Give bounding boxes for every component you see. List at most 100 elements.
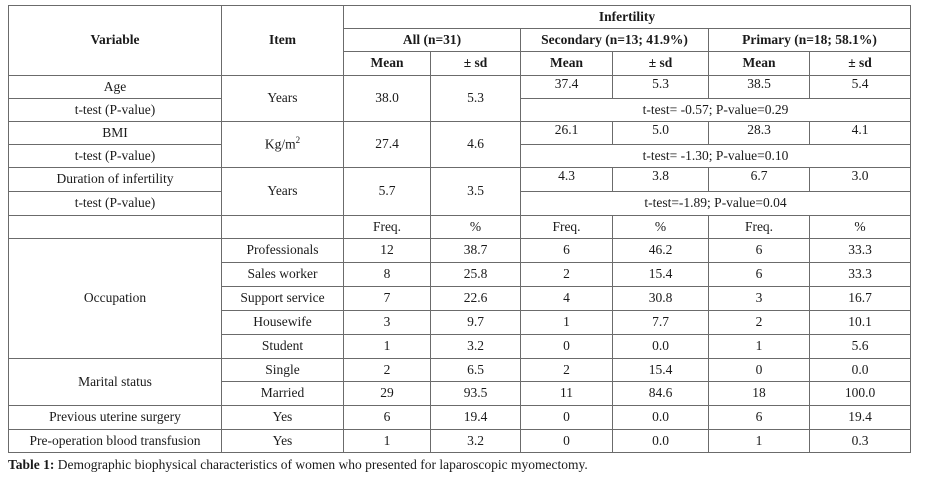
cell-value: 1: [708, 334, 810, 359]
cell-value: 16.7: [809, 286, 911, 311]
cell-value: 19.4: [809, 405, 911, 430]
header-pct: %: [430, 215, 521, 239]
cell-value: 15.4: [612, 358, 709, 382]
row-label: Previous uterine surgery: [8, 405, 222, 430]
cell-value: 22.6: [430, 286, 521, 311]
cell-value: 38.7: [430, 238, 521, 263]
cell-value: 0.0: [809, 358, 911, 382]
caption-label: Table 1:: [8, 457, 55, 472]
cell-value: 25.8: [430, 262, 521, 287]
cell-value: 2: [708, 310, 810, 335]
row-item: Yes: [221, 405, 344, 430]
cell-value: 3.5: [430, 167, 521, 216]
cell-value: 4.3: [520, 167, 613, 192]
cell-value: 5.0: [612, 121, 709, 145]
header-sd: ± sd: [430, 51, 521, 76]
cell-value: 0: [708, 358, 810, 382]
cell-value: 84.6: [612, 381, 709, 406]
cell-value: 30.8: [612, 286, 709, 311]
header-variable: Variable: [8, 5, 222, 76]
cell-value: 6.5: [430, 358, 521, 382]
row-item: Married: [221, 381, 344, 406]
cell-value: 0: [520, 334, 613, 359]
unit-base: Kg/m: [264, 136, 296, 152]
cell-value: 7: [343, 286, 431, 311]
cell-value: 6.7: [708, 167, 810, 192]
cell-value: 3.2: [430, 429, 521, 453]
cell-value: 7.7: [612, 310, 709, 335]
cell-value: 5.3: [430, 75, 521, 122]
cell-value: 11: [520, 381, 613, 406]
table-row: Duration of infertility Years 5.7 3.5 4.…: [8, 167, 911, 216]
header-pct: %: [612, 215, 709, 239]
table-container: Variable Item Infertility All (n=31) Sec…: [8, 5, 911, 453]
cell-value: 3: [708, 286, 810, 311]
table-row: Occupation Professionals 12 38.7 6 46.2 …: [8, 238, 911, 359]
freq-header-row: Freq. % Freq. % Freq. %: [8, 215, 911, 239]
cell-value: 15.4: [612, 262, 709, 287]
cell-value: 2: [343, 358, 431, 382]
row-item: Sales worker: [221, 262, 344, 287]
cell-value: 2: [520, 358, 613, 382]
cell-value: 4.1: [809, 121, 911, 145]
table-caption: Table 1: Demographic biophysical charact…: [8, 457, 588, 473]
header-item: Item: [221, 5, 344, 76]
cell-value: 5.3: [612, 75, 709, 99]
row-item: Years: [221, 75, 344, 122]
caption-text: Demographic biophysical characteristics …: [54, 457, 588, 472]
cell-value: 33.3: [809, 262, 911, 287]
row-label: Duration of infertility: [8, 167, 222, 192]
header-primary: Primary (n=18; 58.1%): [708, 28, 911, 52]
cell-value: 19.4: [430, 405, 521, 430]
cell-value: 0.3: [809, 429, 911, 453]
table-row: Pre-operation blood transfusion Yes 1 3.…: [8, 429, 911, 453]
cell-value: 0.0: [612, 334, 709, 359]
row-item: Professionals: [221, 238, 344, 263]
row-item: Single: [221, 358, 344, 382]
table-row: t-test (P-value) t-test= -0.57; P-value=…: [8, 98, 911, 122]
header-row-3: Mean ± sd Mean ± sd Mean ± sd: [9, 51, 911, 76]
table-row: BMI Kg/m2 27.4 4.6 26.1 5.0 28.3 4.1: [8, 121, 911, 168]
cell-value: 1: [343, 429, 431, 453]
cell-value: 3.8: [612, 167, 709, 192]
cell-value: 1: [708, 429, 810, 453]
cell-value: 6: [708, 262, 810, 287]
cell-value: 93.5: [430, 381, 521, 406]
header-mean: Mean: [520, 51, 613, 76]
ttest-label: t-test (P-value): [8, 144, 222, 168]
cell-value: 5.7: [343, 167, 431, 216]
header-pct: %: [809, 215, 911, 239]
cell-value: 4.6: [430, 121, 521, 168]
row-item: Student: [221, 334, 344, 359]
row-item: Kg/m2: [221, 121, 344, 168]
cell-value: 0.0: [612, 405, 709, 430]
row-label: Occupation: [8, 238, 222, 359]
cell-value: 26.1: [520, 121, 613, 145]
row-item: Yes: [221, 429, 344, 453]
header-freq: Freq.: [708, 215, 810, 239]
row-item: Housewife: [221, 310, 344, 335]
cell-value: 100.0: [809, 381, 911, 406]
table-row: t-test (P-value) t-test=-1.89; P-value=0…: [8, 191, 911, 216]
table-row: Marital status Single 2 6.5 2 15.4 0 0.0: [8, 358, 911, 406]
row-label: BMI: [8, 121, 222, 145]
header-mean: Mean: [343, 51, 431, 76]
cell-value: 29: [343, 381, 431, 406]
table-row: Age Years 38.0 5.3 37.4 5.3 38.5 5.4: [8, 75, 911, 122]
cell-value: 27.4: [343, 121, 431, 168]
ttest-label: t-test (P-value): [8, 98, 222, 122]
cell-value: 28.3: [708, 121, 810, 145]
cell-value: 9.7: [430, 310, 521, 335]
row-item: Years: [221, 167, 344, 216]
cell-value: 10.1: [809, 310, 911, 335]
table-row: t-test (P-value) t-test= -1.30; P-value=…: [8, 144, 911, 168]
cell-value: 38.5: [708, 75, 810, 99]
cell-value: 6: [708, 405, 810, 430]
cell-value: 0.0: [612, 429, 709, 453]
cell-value: 3.2: [430, 334, 521, 359]
row-item: Support service: [221, 286, 344, 311]
cell-value: 38.0: [343, 75, 431, 122]
cell-value: 6: [343, 405, 431, 430]
cell-value: 2: [520, 262, 613, 287]
unit-superscript: 2: [295, 135, 301, 146]
